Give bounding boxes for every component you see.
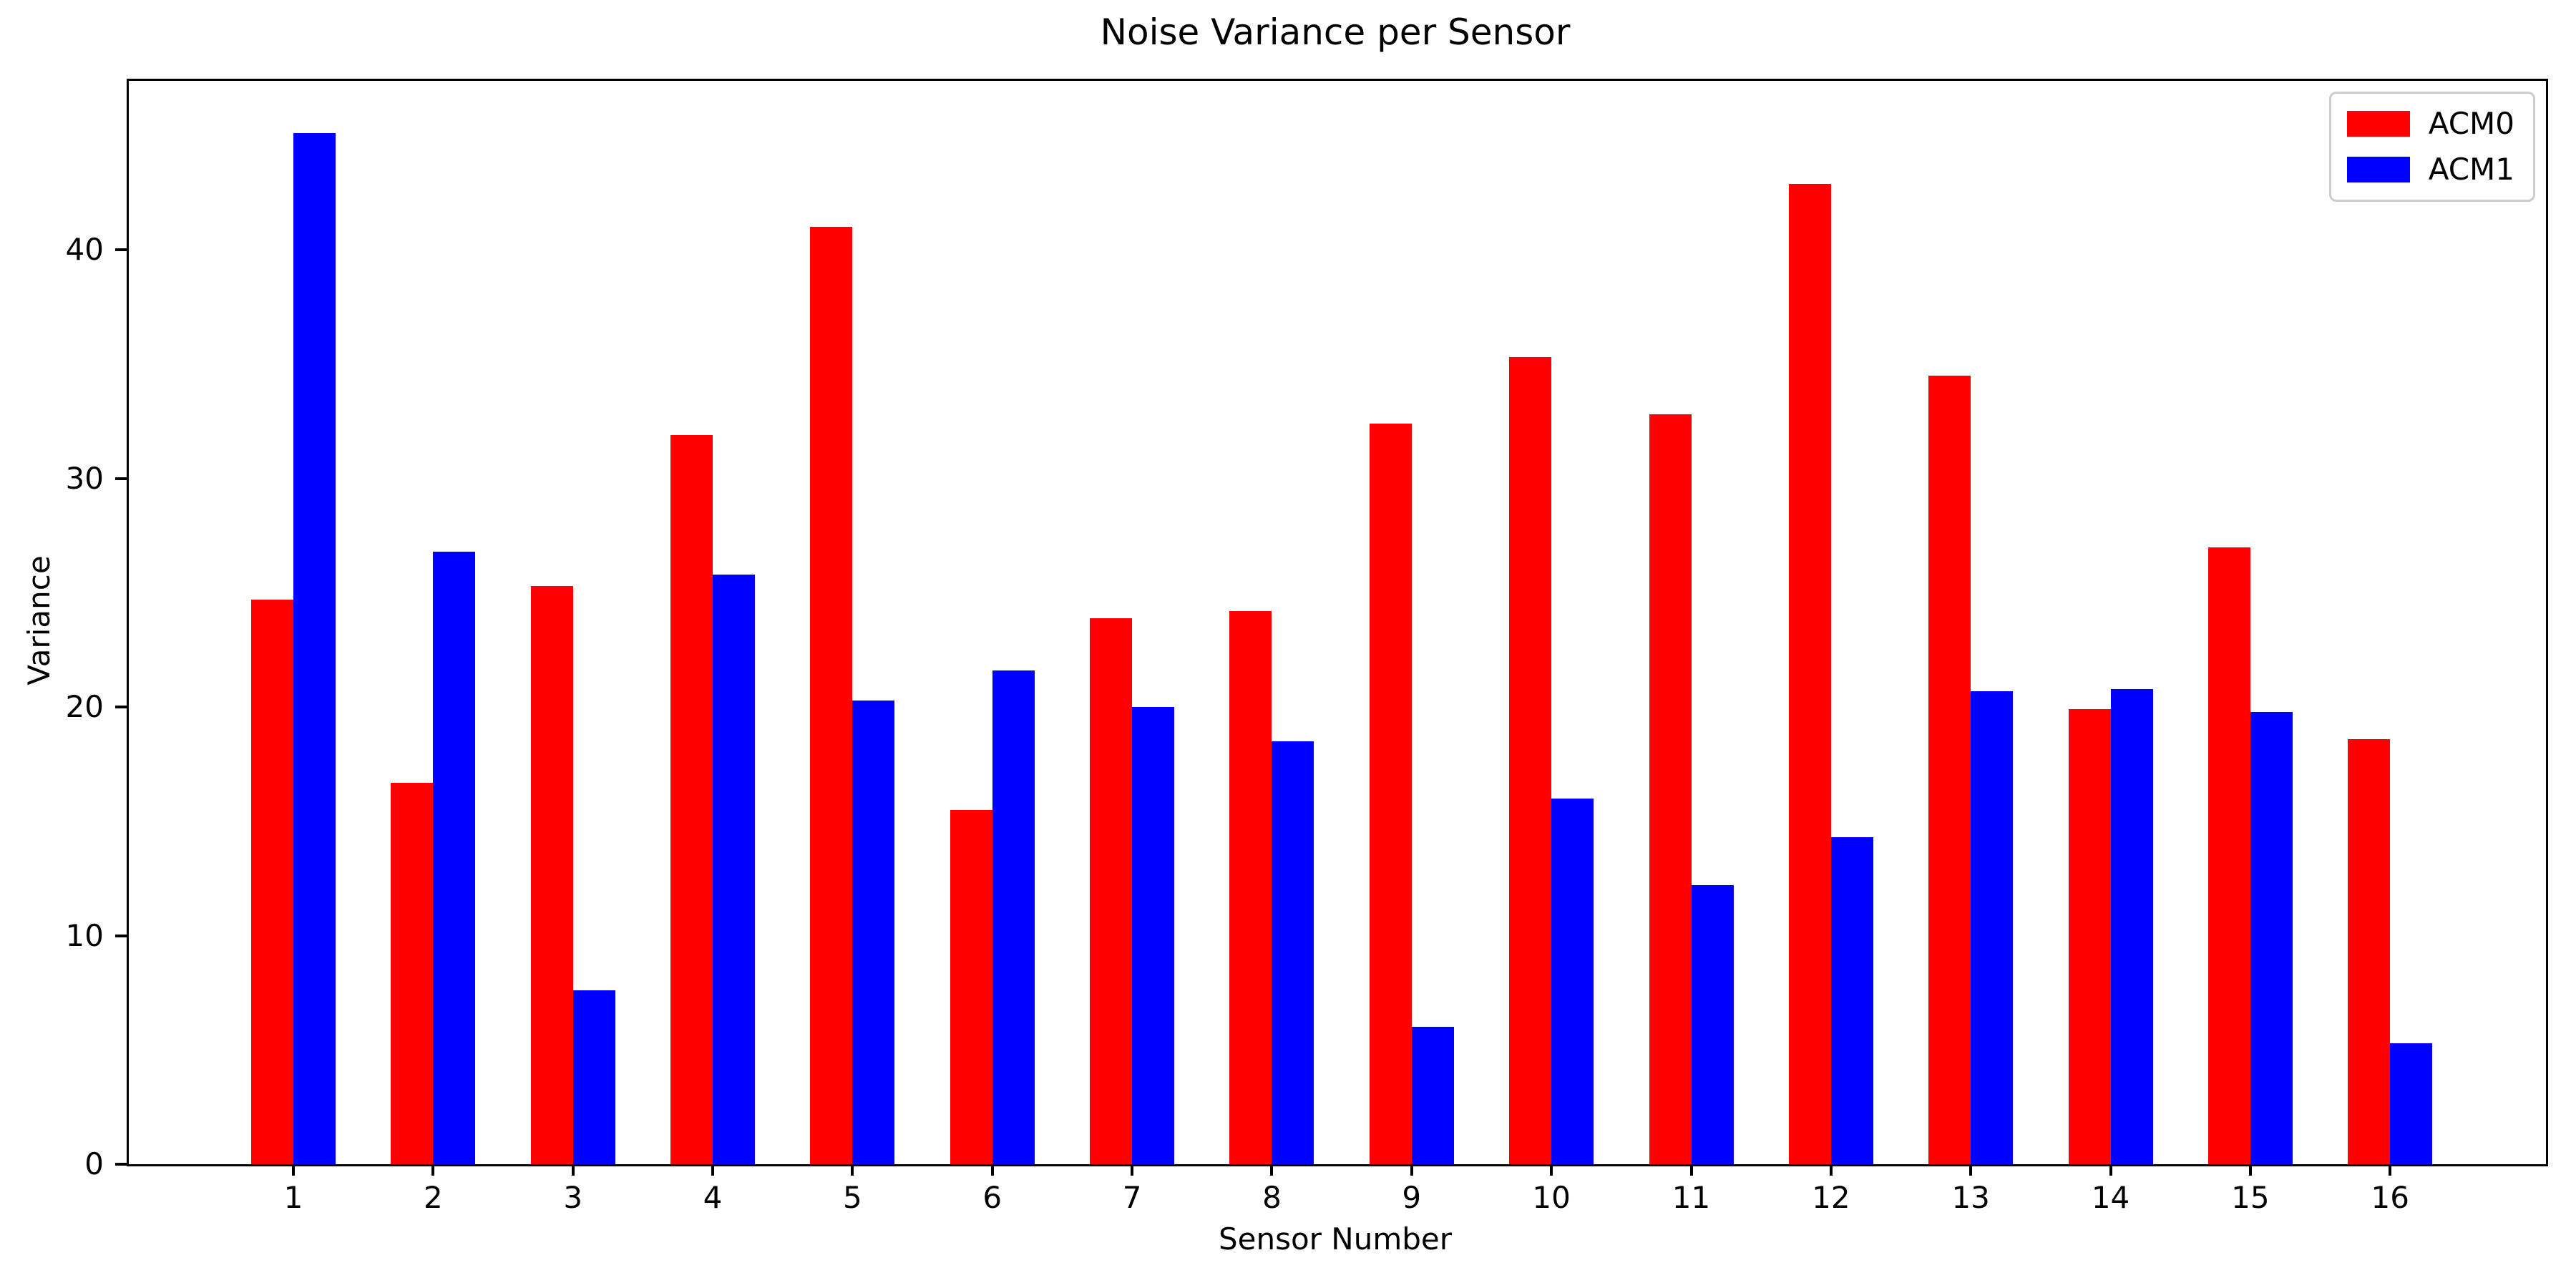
legend-swatch-acm0: [2346, 111, 2410, 137]
plot-area: ACM0 ACM1 0 10 20 30 40 1 2 3 4 5 6 7 8 9 10 11 12 13 14 15 1…: [66, 79, 2548, 1215]
y-tick-label: 10: [65, 917, 104, 953]
x-tick-label: 10: [1532, 1180, 1571, 1215]
x-tick-mark: [1969, 1164, 1973, 1176]
x-tick-mark: [2248, 1164, 2252, 1176]
x-tick-mark: [711, 1164, 715, 1176]
bar-acm1-sensor-15: [2250, 712, 2293, 1164]
x-tick-mark: [2109, 1164, 2112, 1176]
x-tick-label: 16: [2371, 1180, 2409, 1215]
bar-acm0-sensor-10: [1509, 357, 1552, 1164]
y-tick-mark: [115, 1163, 127, 1166]
y-tick-mark: [115, 477, 127, 480]
x-tick-label: 8: [1262, 1180, 1282, 1215]
bar-acm0-sensor-15: [2207, 547, 2250, 1164]
chart-title: Noise Variance per Sensor: [1100, 11, 1571, 53]
legend-swatch-acm1: [2346, 157, 2410, 182]
x-tick-mark: [1270, 1164, 1274, 1176]
x-tick-mark: [2389, 1164, 2392, 1176]
x-tick-label: 15: [2231, 1180, 2270, 1215]
bar-acm1-sensor-9: [1411, 1027, 1454, 1164]
bar-acm0-sensor-7: [1090, 618, 1133, 1164]
x-tick-label: 1: [283, 1180, 303, 1215]
bar-acm0-sensor-2: [391, 783, 434, 1164]
legend: ACM0 ACM1: [2328, 92, 2535, 202]
bar-acm1-sensor-5: [852, 701, 895, 1164]
x-tick-label: 6: [982, 1180, 1002, 1215]
x-tick-mark: [990, 1164, 994, 1176]
bar-acm0-sensor-4: [670, 435, 713, 1164]
x-tick-label: 2: [423, 1180, 443, 1215]
x-tick-mark: [1131, 1164, 1134, 1176]
x-tick-label: 9: [1402, 1180, 1422, 1215]
y-axis-label: Variance: [21, 555, 57, 686]
bar-acm1-sensor-6: [992, 670, 1035, 1164]
bar-acm0-sensor-3: [530, 586, 573, 1164]
x-tick-mark: [292, 1164, 295, 1176]
x-tick-mark: [851, 1164, 854, 1176]
bar-acm1-sensor-3: [572, 990, 615, 1164]
bar-acm0-sensor-14: [2068, 709, 2111, 1164]
x-tick-label: 11: [1672, 1180, 1711, 1215]
y-tick-mark: [115, 248, 127, 252]
bar-acm1-sensor-16: [2390, 1043, 2433, 1164]
bar-acm1-sensor-10: [1551, 799, 1594, 1164]
bar-acm1-sensor-7: [1132, 707, 1175, 1164]
bar-acm1-sensor-2: [433, 552, 476, 1164]
legend-label: ACM1: [2428, 152, 2514, 187]
legend-item-acm1: ACM1: [2346, 152, 2514, 187]
x-tick-label: 3: [563, 1180, 583, 1215]
legend-label: ACM0: [2428, 106, 2514, 141]
bar-acm1-sensor-14: [2110, 689, 2153, 1164]
bar-acm0-sensor-11: [1649, 414, 1692, 1164]
bar-acm0-sensor-6: [950, 810, 992, 1164]
legend-item-acm0: ACM0: [2346, 106, 2514, 141]
x-tick-mark: [1829, 1164, 1833, 1176]
bar-acm0-sensor-8: [1229, 611, 1272, 1164]
bar-acm0-sensor-9: [1369, 424, 1412, 1164]
bar-acm1-sensor-11: [1691, 885, 1734, 1164]
y-tick-label: 40: [65, 232, 104, 268]
y-tick-label: 30: [65, 460, 104, 496]
bar-acm1-sensor-8: [1272, 741, 1314, 1164]
bar-acm0-sensor-13: [1928, 376, 1971, 1164]
x-tick-mark: [431, 1164, 435, 1176]
x-tick-mark: [1410, 1164, 1413, 1176]
bar-acm1-sensor-12: [1830, 837, 1873, 1164]
x-tick-label: 5: [843, 1180, 862, 1215]
bar-acm1-sensor-4: [713, 575, 756, 1164]
bar-acm1-sensor-13: [1971, 691, 2014, 1164]
bar-acm0-sensor-16: [2348, 739, 2391, 1164]
y-tick-label: 0: [84, 1146, 104, 1181]
x-tick-label: 4: [703, 1180, 723, 1215]
x-tick-label: 14: [2091, 1180, 2130, 1215]
x-axis-label: Sensor Number: [1218, 1221, 1453, 1257]
x-tick-mark: [1689, 1164, 1693, 1176]
x-tick-label: 13: [1951, 1180, 1990, 1215]
bar-acm0-sensor-12: [1788, 184, 1831, 1164]
x-tick-mark: [1550, 1164, 1553, 1176]
x-tick-label: 12: [1812, 1180, 1850, 1215]
x-tick-label: 7: [1122, 1180, 1142, 1215]
bar-acm0-sensor-1: [251, 600, 293, 1164]
x-tick-mark: [571, 1164, 575, 1176]
y-tick-mark: [115, 934, 127, 937]
y-tick-label: 20: [65, 689, 104, 725]
bar-acm1-sensor-1: [293, 133, 336, 1164]
y-tick-mark: [115, 706, 127, 709]
bar-acm0-sensor-5: [810, 227, 853, 1164]
